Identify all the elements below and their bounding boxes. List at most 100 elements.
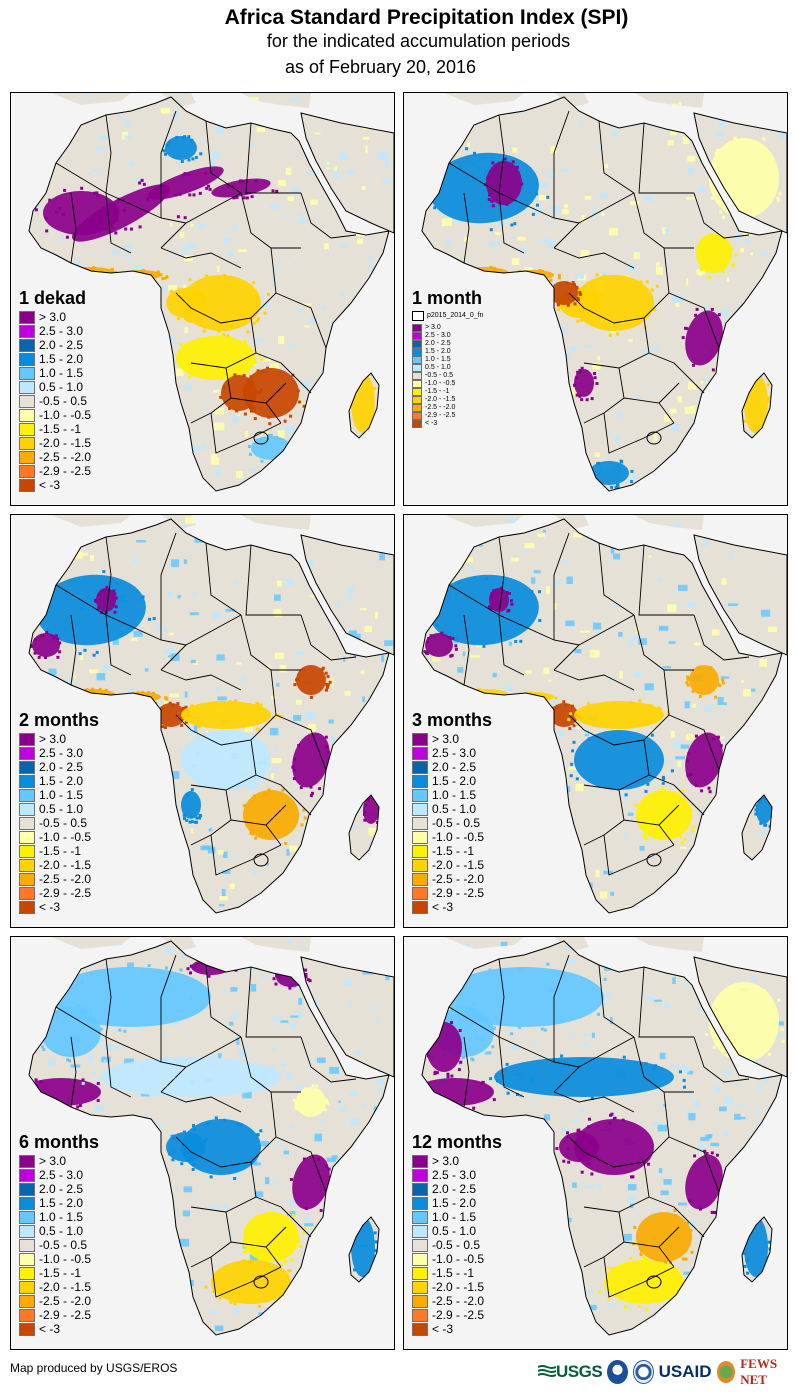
spi-speckle	[564, 352, 570, 360]
spi-speckle	[350, 1118, 360, 1126]
spi-speckle	[172, 846, 177, 851]
spi-speckle	[316, 1317, 322, 1323]
spi-pixel	[319, 1209, 323, 1212]
legend-item: > 3.0	[412, 1154, 502, 1168]
spi-pixel	[657, 706, 661, 710]
spi-speckle	[548, 1223, 555, 1227]
spi-pixel	[308, 979, 312, 983]
spi-speckle	[326, 164, 331, 168]
spi-pixel	[711, 368, 715, 372]
spi-speckle	[717, 702, 727, 705]
spi-pixel	[460, 274, 464, 278]
spi-speckle	[11, 565, 19, 571]
country-border	[105, 114, 112, 194]
spi-speckle	[725, 770, 734, 775]
legend-label: -1.0 - -0.5	[432, 1252, 485, 1266]
spi-pixel	[185, 793, 189, 797]
spi-pixel	[443, 1105, 447, 1109]
spi-speckle	[680, 491, 685, 498]
spi-speckle	[217, 850, 224, 855]
spi-speckle	[180, 951, 185, 957]
spi-speckle	[290, 1015, 300, 1018]
spi-speckle	[141, 498, 144, 504]
spi-speckle	[760, 722, 766, 727]
spi-speckle	[326, 1157, 336, 1162]
spi-pixel	[530, 590, 534, 594]
spi-pixel	[429, 185, 433, 189]
spi-pixel	[596, 1012, 600, 1016]
spi-pixel	[114, 1086, 118, 1090]
spi-speckle	[675, 301, 680, 307]
spi-speckle	[627, 812, 634, 816]
spi-pixel	[201, 291, 205, 295]
spi-speckle	[303, 325, 310, 328]
spi-area-mauritania-mali	[43, 191, 119, 235]
spi-speckle	[517, 236, 527, 241]
spi-speckle	[546, 1271, 551, 1275]
spi-speckle	[276, 682, 280, 687]
spi-pixel	[490, 199, 493, 203]
spi-speckle	[118, 881, 125, 887]
country-border	[638, 122, 694, 194]
spi-speckle	[114, 1295, 119, 1300]
spi-speckle	[249, 1254, 259, 1262]
legend-label: 2.0 - 2.5	[39, 1182, 84, 1196]
spi-pixel	[29, 1085, 30, 1089]
coastline	[28, 940, 390, 1336]
coastline	[28, 518, 390, 914]
spi-pixel	[463, 692, 467, 695]
legend-label: 2.5 - 3.0	[39, 1168, 84, 1182]
spi-speckle	[658, 1168, 663, 1174]
spi-speckle	[628, 265, 637, 272]
spi-speckle	[680, 744, 690, 749]
spi-pixel	[283, 1260, 287, 1264]
legend-label: > 3.0	[425, 324, 441, 331]
spi-speckle	[688, 1113, 696, 1121]
spi-pixel	[43, 1027, 47, 1031]
legend-swatch	[19, 450, 35, 464]
spi-speckle	[213, 389, 220, 393]
spi-pixel	[123, 1029, 127, 1033]
spi-speckle	[569, 346, 577, 352]
spi-speckle	[451, 968, 461, 976]
country-border	[553, 1036, 635, 1093]
spi-speckle	[574, 273, 584, 279]
legend-swatch	[19, 1224, 35, 1238]
spi-speckle	[492, 672, 497, 678]
spi-pixel	[187, 1131, 191, 1135]
spi-pixel	[242, 374, 246, 377]
spi-speckle	[756, 463, 764, 467]
spi-pixel	[686, 773, 690, 777]
spi-speckle	[703, 306, 708, 315]
spi-pixel	[718, 356, 722, 360]
spi-speckle	[170, 653, 180, 662]
spi-speckle	[248, 468, 258, 471]
spi-speckle	[207, 846, 216, 854]
country-border	[160, 1091, 242, 1113]
spi-pixel	[460, 270, 464, 273]
spi-pixel	[292, 1098, 296, 1102]
spi-speckle	[29, 203, 33, 209]
spi-pixel	[326, 750, 330, 754]
spi-pixel	[246, 330, 250, 334]
spi-speckle	[223, 1204, 228, 1211]
spi-pixel	[565, 282, 569, 285]
spi-pixel	[738, 223, 742, 227]
spi-pixel	[489, 1077, 493, 1081]
spi-speckle	[342, 492, 346, 497]
legend-label: -1.5 - -1	[425, 388, 450, 395]
spi-pixel	[62, 275, 66, 279]
spi-pixel	[243, 1249, 247, 1253]
spi-pixel	[222, 274, 226, 277]
spi-speckle	[203, 443, 207, 448]
spi-pixel	[759, 821, 763, 825]
spi-area-senegal-mali	[32, 633, 60, 657]
legend-extra-item: p2015_2014_0_fn	[412, 310, 483, 321]
spi-speckle	[261, 973, 265, 979]
spi-speckle	[231, 955, 235, 962]
spi-pixel	[229, 965, 232, 969]
spi-speckle	[562, 558, 568, 563]
spi-speckle	[429, 594, 435, 600]
spi-pixel	[752, 1212, 756, 1216]
legend-item: -0.5 - 0.5	[412, 1238, 502, 1252]
